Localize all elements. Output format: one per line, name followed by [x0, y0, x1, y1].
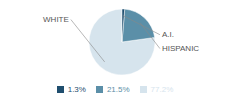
svg-text:HISPANIC: HISPANIC: [162, 44, 199, 53]
html-text:1.3%: 1.3%: [67, 85, 86, 94]
svg-text:WHITE: WHITE: [43, 15, 69, 24]
html-text:21.5%: 21.5%: [106, 85, 130, 94]
svg-text:A.I.: A.I.: [162, 30, 174, 39]
html-text:77.2%: 77.2%: [150, 85, 174, 94]
